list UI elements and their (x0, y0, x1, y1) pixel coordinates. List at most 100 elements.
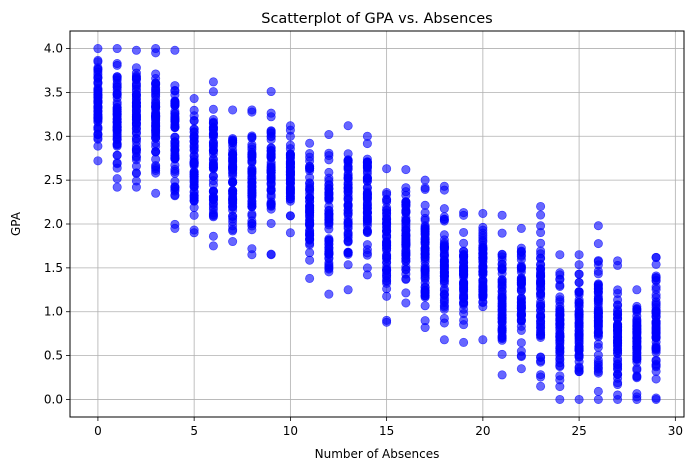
data-point (651, 347, 661, 357)
data-point (382, 219, 392, 229)
data-point (555, 250, 565, 260)
data-point (170, 97, 180, 107)
data-point (555, 304, 565, 314)
data-point (362, 139, 372, 149)
data-point (439, 264, 449, 274)
data-point (93, 79, 103, 89)
data-point (93, 89, 103, 99)
data-point (189, 151, 199, 161)
data-point (555, 394, 565, 404)
data-point (324, 289, 334, 299)
data-point (536, 201, 546, 211)
data-point (362, 173, 372, 183)
data-point (478, 208, 488, 218)
data-point (285, 183, 295, 193)
data-point (439, 216, 449, 226)
data-point (228, 198, 238, 208)
data-point (420, 269, 430, 279)
data-point (459, 337, 469, 347)
data-point (516, 338, 526, 348)
data-point (305, 138, 315, 148)
data-point (305, 149, 315, 159)
data-point (247, 189, 257, 199)
data-point (497, 301, 507, 311)
data-point (536, 352, 546, 362)
data-point (228, 212, 238, 222)
data-point (208, 195, 218, 205)
data-point (247, 107, 257, 117)
data-point (266, 126, 276, 136)
data-point (497, 321, 507, 331)
data-point (401, 288, 411, 298)
data-point (189, 131, 199, 141)
data-point (536, 318, 546, 328)
data-point (151, 48, 161, 58)
data-point (478, 262, 488, 272)
data-point (170, 122, 180, 132)
data-point (170, 137, 180, 147)
data-point (516, 293, 526, 303)
data-point (151, 188, 161, 198)
data-point (131, 133, 141, 143)
data-point (266, 249, 276, 259)
x-tick-label: 0 (94, 424, 102, 438)
data-point (112, 124, 122, 134)
x-tick-label: 25 (571, 424, 586, 438)
x-tick-label: 10 (283, 424, 298, 438)
data-point (131, 90, 141, 100)
data-point (151, 130, 161, 140)
data-point (362, 192, 372, 202)
data-point (613, 335, 623, 345)
data-point (112, 182, 122, 192)
data-point (439, 335, 449, 345)
data-point (324, 248, 334, 258)
data-point (401, 216, 411, 226)
data-point (651, 393, 661, 403)
data-point (305, 193, 315, 203)
data-point (189, 169, 199, 179)
data-point (112, 44, 122, 54)
data-point (555, 382, 565, 392)
data-point (189, 161, 199, 171)
data-point (651, 275, 661, 285)
data-point (420, 175, 430, 185)
data-point (228, 186, 238, 196)
data-point (362, 157, 372, 167)
data-point (305, 248, 315, 258)
x-tick-label: 5 (190, 424, 198, 438)
y-tick-label: 2.0 (44, 217, 63, 231)
data-point (632, 323, 642, 333)
data-point (362, 207, 372, 217)
data-point (439, 284, 449, 294)
data-point (613, 390, 623, 400)
data-point (208, 87, 218, 97)
data-point (324, 267, 334, 277)
data-point (459, 266, 469, 276)
data-point (189, 105, 199, 115)
data-point (651, 306, 661, 316)
data-point (382, 291, 392, 301)
data-point (593, 329, 603, 339)
data-point (343, 121, 353, 131)
data-point (362, 250, 372, 260)
data-point (112, 174, 122, 184)
data-point (247, 152, 257, 162)
data-point (208, 212, 218, 222)
data-point (93, 156, 103, 166)
y-tick-label: 0.0 (44, 392, 63, 406)
data-point (516, 262, 526, 272)
data-point (574, 394, 584, 404)
data-point (228, 105, 238, 115)
data-point (382, 273, 392, 283)
data-point (343, 156, 353, 166)
data-point (112, 163, 122, 173)
y-tick-label: 3.5 (44, 85, 63, 99)
data-point (208, 146, 218, 156)
data-point (536, 221, 546, 231)
y-tick-label: 1.0 (44, 305, 63, 319)
data-point (305, 164, 315, 174)
data-point (131, 78, 141, 88)
data-point (285, 149, 295, 159)
data-point (93, 129, 103, 139)
data-point (632, 349, 642, 359)
